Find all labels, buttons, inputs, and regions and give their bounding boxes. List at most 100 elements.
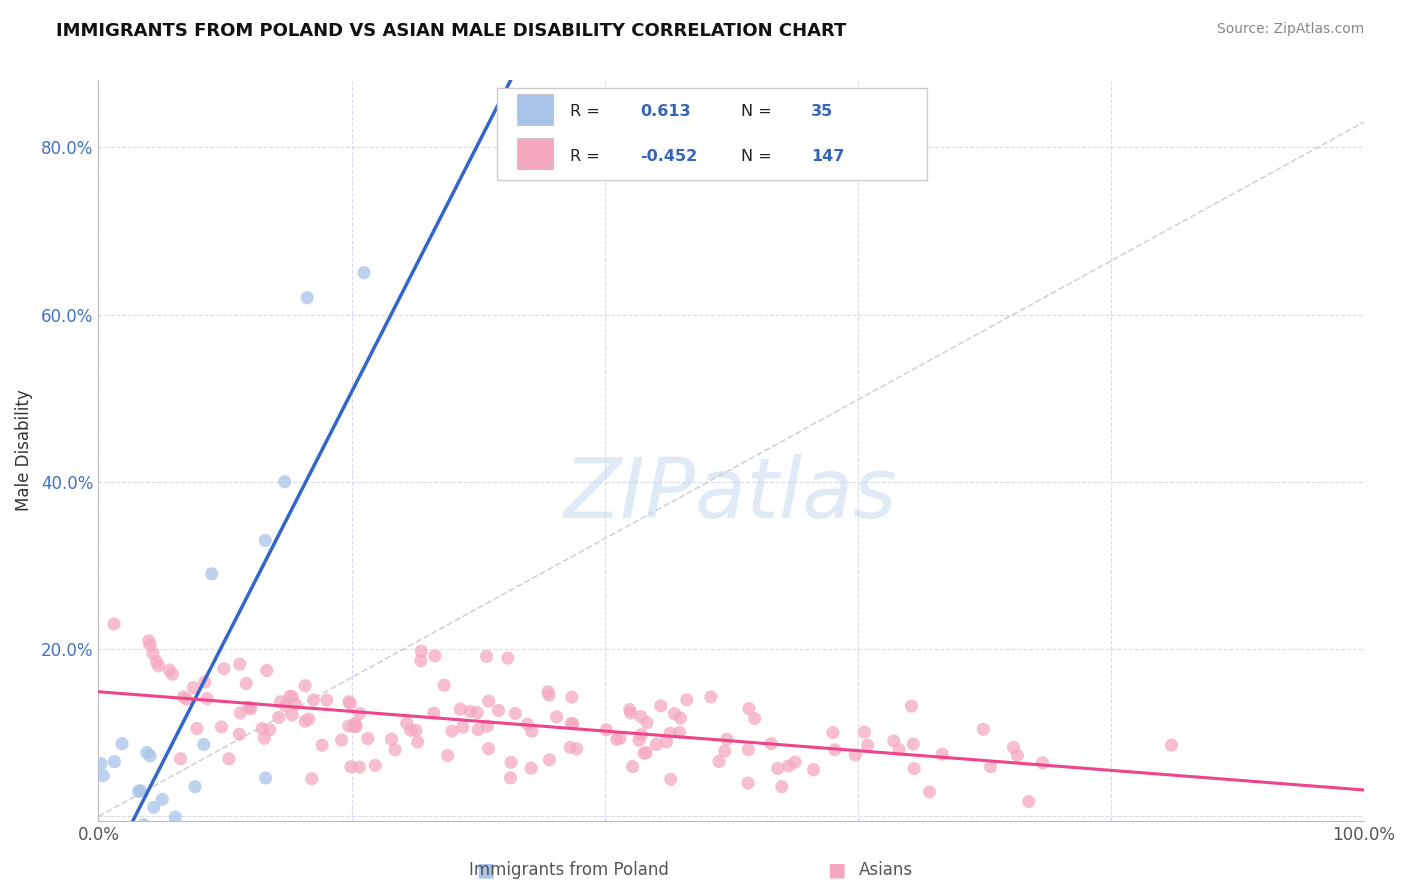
Text: Source: ZipAtlas.com: Source: ZipAtlas.com [1216,22,1364,37]
Point [1018,795,1040,809]
Point [141,843,163,857]
Point [349,706,371,721]
Point [1031,756,1053,770]
Point [467,723,489,737]
Point [193,738,215,752]
Point [561,717,583,731]
Point [505,706,527,721]
Point [90,756,112,771]
Point [364,758,387,772]
Point [229,706,252,720]
Point [783,756,806,770]
Point [411,644,433,658]
Point [254,533,277,548]
Point [561,690,583,705]
Point [931,747,953,761]
Point [253,731,276,746]
Text: R =: R = [571,149,600,163]
Point [516,717,538,731]
Point [560,740,582,755]
Point [239,701,262,715]
Point [903,762,925,776]
Point [737,742,759,756]
Point [844,747,866,762]
Point [1007,748,1029,763]
Text: ■: ■ [475,860,495,880]
Point [254,771,277,785]
Point [675,692,697,706]
Point [423,706,446,720]
Point [903,737,925,751]
Point [803,763,825,777]
Point [294,714,316,729]
Point [713,744,735,758]
Text: N =: N = [741,104,772,120]
Point [883,734,905,748]
Point [1002,740,1025,755]
Point [229,657,252,672]
Point [142,800,165,814]
Point [238,700,260,714]
Point [606,732,628,747]
Text: 147: 147 [811,149,844,163]
Point [488,703,510,717]
Point [537,685,560,699]
Point [887,742,910,756]
Point [134,827,156,841]
Point [380,732,402,747]
Point [972,723,994,737]
Text: -0.452: -0.452 [640,149,697,163]
Point [131,843,153,857]
Point [165,810,187,824]
Point [294,679,316,693]
Point [451,720,474,734]
Point [315,693,337,707]
Point [384,743,406,757]
Point [311,738,333,752]
Point [139,748,162,763]
Point [650,698,672,713]
Point [520,761,543,775]
Text: Asians: Asians [859,861,912,879]
Point [761,737,783,751]
Point [157,663,180,677]
Point [821,725,844,739]
Text: 0.613: 0.613 [640,104,690,120]
Point [630,728,652,742]
Point [91,769,114,783]
Point [744,712,766,726]
Text: 35: 35 [811,104,834,120]
Point [565,742,588,756]
Point [766,762,789,776]
Point [918,785,941,799]
Point [716,732,738,747]
Point [281,707,304,722]
Point [177,843,200,857]
Point [1160,738,1182,752]
Point [433,678,456,692]
Point [273,475,295,489]
Point [138,633,160,648]
Point [353,266,375,280]
Point [477,741,499,756]
Point [194,675,217,690]
Point [103,755,125,769]
Point [93,843,115,857]
Point [399,723,422,738]
Point [135,746,157,760]
Point [824,743,846,757]
Point [655,735,678,749]
Point [235,676,257,690]
FancyBboxPatch shape [498,87,928,180]
Point [284,698,307,712]
Point [738,701,761,715]
Point [440,724,463,739]
Point [700,690,723,704]
Point [105,843,128,857]
Point [111,737,134,751]
Point [406,735,429,749]
Point [659,772,682,787]
Point [228,727,250,741]
Point [132,818,155,832]
Point [169,752,191,766]
